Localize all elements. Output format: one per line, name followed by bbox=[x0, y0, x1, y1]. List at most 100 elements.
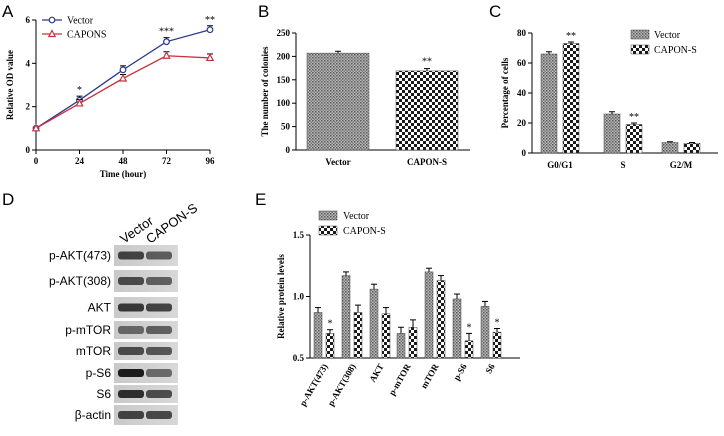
chart-a-point-vector bbox=[119, 66, 127, 74]
blot-row-label: AKT bbox=[88, 301, 112, 315]
panel-label-a: A bbox=[2, 2, 14, 21]
chart-c-grouped-bar: 0 20 40 60 80 G0/G1 S G2/M ** ** Percentage of cel… bbox=[500, 28, 718, 170]
blot-band bbox=[118, 303, 144, 312]
blot-band bbox=[146, 303, 172, 312]
chart-a-legend-label-1: CAPONS bbox=[67, 30, 106, 41]
chart-b-significance: ** bbox=[422, 57, 432, 68]
chart-e-xtick-label: p-AKT(473) bbox=[298, 362, 330, 408]
blot-band bbox=[146, 326, 172, 334]
chart-e-xtick-label: AKT bbox=[367, 362, 385, 384]
chart-a-point-vector bbox=[163, 38, 170, 46]
western-blot: Vector CAPON-S p-AKT(473)p-AKT(308)AKTp-… bbox=[49, 200, 201, 425]
chart-a-significance: ** bbox=[205, 15, 215, 26]
chart-c-xtick-label: G0/G1 bbox=[547, 160, 573, 170]
blot-band bbox=[118, 251, 144, 260]
blot-band bbox=[146, 411, 172, 419]
chart-e-grouped-bar: 0.5 1.0 1.5 p-AKT(473)p-AKT(308) AKT p-mTOR mT… bbox=[276, 210, 520, 408]
chart-b-ytick-label: 50 bbox=[281, 122, 291, 132]
blot-band bbox=[118, 411, 144, 419]
blot-band bbox=[146, 369, 172, 377]
chart-c-legend-label-1: CAPON-S bbox=[654, 45, 697, 56]
panel-label-e: E bbox=[255, 190, 266, 209]
chart-a-point-capons bbox=[31, 123, 41, 132]
chart-e-bar-capon-s bbox=[325, 333, 335, 359]
chart-c-legend-swatch-1 bbox=[630, 44, 650, 55]
chart-c-ytick-label: 40 bbox=[517, 88, 527, 98]
chart-b-ylabel: The number of colonies bbox=[260, 46, 270, 137]
chart-b-bar-capon-s bbox=[395, 70, 459, 151]
chart-e-ylabel: Relative protein levels bbox=[276, 254, 286, 339]
chart-c-bar-vector bbox=[661, 142, 679, 154]
chart-c-ytick-label: 80 bbox=[517, 28, 527, 38]
panel-label-b: B bbox=[258, 2, 269, 21]
chart-e-bar-vector bbox=[452, 298, 462, 359]
chart-a-xtick-label: 96 bbox=[206, 156, 216, 166]
chart-e-bar-vector bbox=[424, 271, 434, 359]
chart-e-legend-swatch-1 bbox=[318, 225, 338, 236]
chart-c-xtick-label: G2/M bbox=[670, 160, 693, 170]
chart-b-ytick-label: 100 bbox=[277, 98, 291, 108]
blot-row-label: p-AKT(308) bbox=[49, 274, 111, 288]
blot-band bbox=[146, 390, 172, 398]
chart-c-xtick-label: S bbox=[620, 160, 625, 170]
chart-e-bar-capon-s bbox=[408, 327, 418, 359]
chart-a-xtick-label: 72 bbox=[162, 156, 172, 166]
chart-e-legend-swatch-0 bbox=[318, 210, 338, 221]
chart-e-significance: * bbox=[467, 322, 472, 333]
chart-e-xtick-label: mTOR bbox=[419, 362, 441, 391]
chart-a-significance: *** bbox=[159, 27, 174, 38]
chart-c-bar-capon-s bbox=[625, 124, 643, 154]
blot-band bbox=[146, 277, 172, 285]
chart-c-bar-vector bbox=[603, 113, 621, 154]
chart-b-bar: 0 50 100 150 200 250 The number of colonies Vec… bbox=[260, 28, 470, 167]
blot-row-label: p-mTOR bbox=[65, 323, 111, 337]
panel-label-c: C bbox=[489, 2, 501, 21]
chart-e-bar-vector bbox=[480, 306, 490, 359]
blot-row-label: p-S6 bbox=[86, 366, 112, 380]
chart-a-ytick-label: 0 bbox=[26, 145, 31, 155]
chart-a-xlabel: Time (hour) bbox=[100, 169, 147, 179]
chart-a-legend-marker-vector bbox=[48, 16, 56, 24]
chart-a-significance: * bbox=[77, 85, 82, 96]
panel-label-d: D bbox=[2, 190, 14, 209]
blot-band bbox=[118, 277, 144, 285]
chart-e-bar-capon-s bbox=[381, 313, 391, 359]
chart-a-xtick-label: 48 bbox=[119, 156, 129, 166]
chart-e-xtick-label: p-S6 bbox=[451, 362, 469, 383]
blot-row-label: p-AKT(473) bbox=[49, 249, 111, 263]
chart-a-xtick-label: 24 bbox=[75, 156, 85, 166]
chart-b-ytick-label: 0 bbox=[286, 145, 291, 155]
chart-b-bar-vector bbox=[306, 52, 370, 151]
blot-row-label: β-actin bbox=[75, 408, 111, 422]
chart-c-bar-capon-s bbox=[562, 43, 580, 154]
chart-a-ytick-label: 4 bbox=[26, 58, 31, 68]
chart-e-ytick-label: 0.5 bbox=[293, 353, 305, 363]
chart-c-ylabel: Percentage of cells bbox=[500, 57, 510, 128]
chart-a-point-capons bbox=[118, 73, 128, 82]
chart-e-bar-capon-s bbox=[353, 312, 363, 359]
chart-e-bar-capon-s bbox=[436, 280, 446, 359]
chart-a-xtick-label: 0 bbox=[34, 156, 39, 166]
chart-b-ytick-label: 250 bbox=[277, 28, 291, 38]
chart-e-xtick-label: p-AKT(308) bbox=[326, 362, 358, 408]
chart-e-xtick-label: p-mTOR bbox=[387, 362, 413, 398]
chart-c-bar-capon-s bbox=[683, 143, 701, 154]
chart-e-bar-vector bbox=[341, 275, 351, 359]
chart-e-bar-vector bbox=[396, 333, 406, 359]
chart-e-xtick-label: S6 bbox=[483, 362, 497, 376]
chart-e-ytick-label: 1.0 bbox=[293, 292, 305, 302]
chart-e-bar-vector bbox=[313, 312, 323, 359]
chart-e-bar-vector bbox=[369, 288, 379, 359]
blot-band bbox=[118, 326, 144, 334]
chart-e-legend-label-1: CAPON-S bbox=[343, 226, 386, 237]
chart-e-legend-label-0: Vector bbox=[343, 211, 370, 222]
chart-c-ytick-label: 0 bbox=[522, 148, 527, 158]
chart-c-legend-label-0: Vector bbox=[654, 30, 681, 41]
chart-b-xtick-label: CAPON-S bbox=[407, 157, 447, 167]
blot-band bbox=[146, 251, 172, 260]
chart-a-ylabel: Relative OD value bbox=[5, 50, 15, 120]
chart-a-point-capons bbox=[205, 53, 215, 62]
chart-e-bar-capon-s bbox=[464, 340, 474, 359]
chart-c-ytick-label: 60 bbox=[517, 58, 527, 68]
